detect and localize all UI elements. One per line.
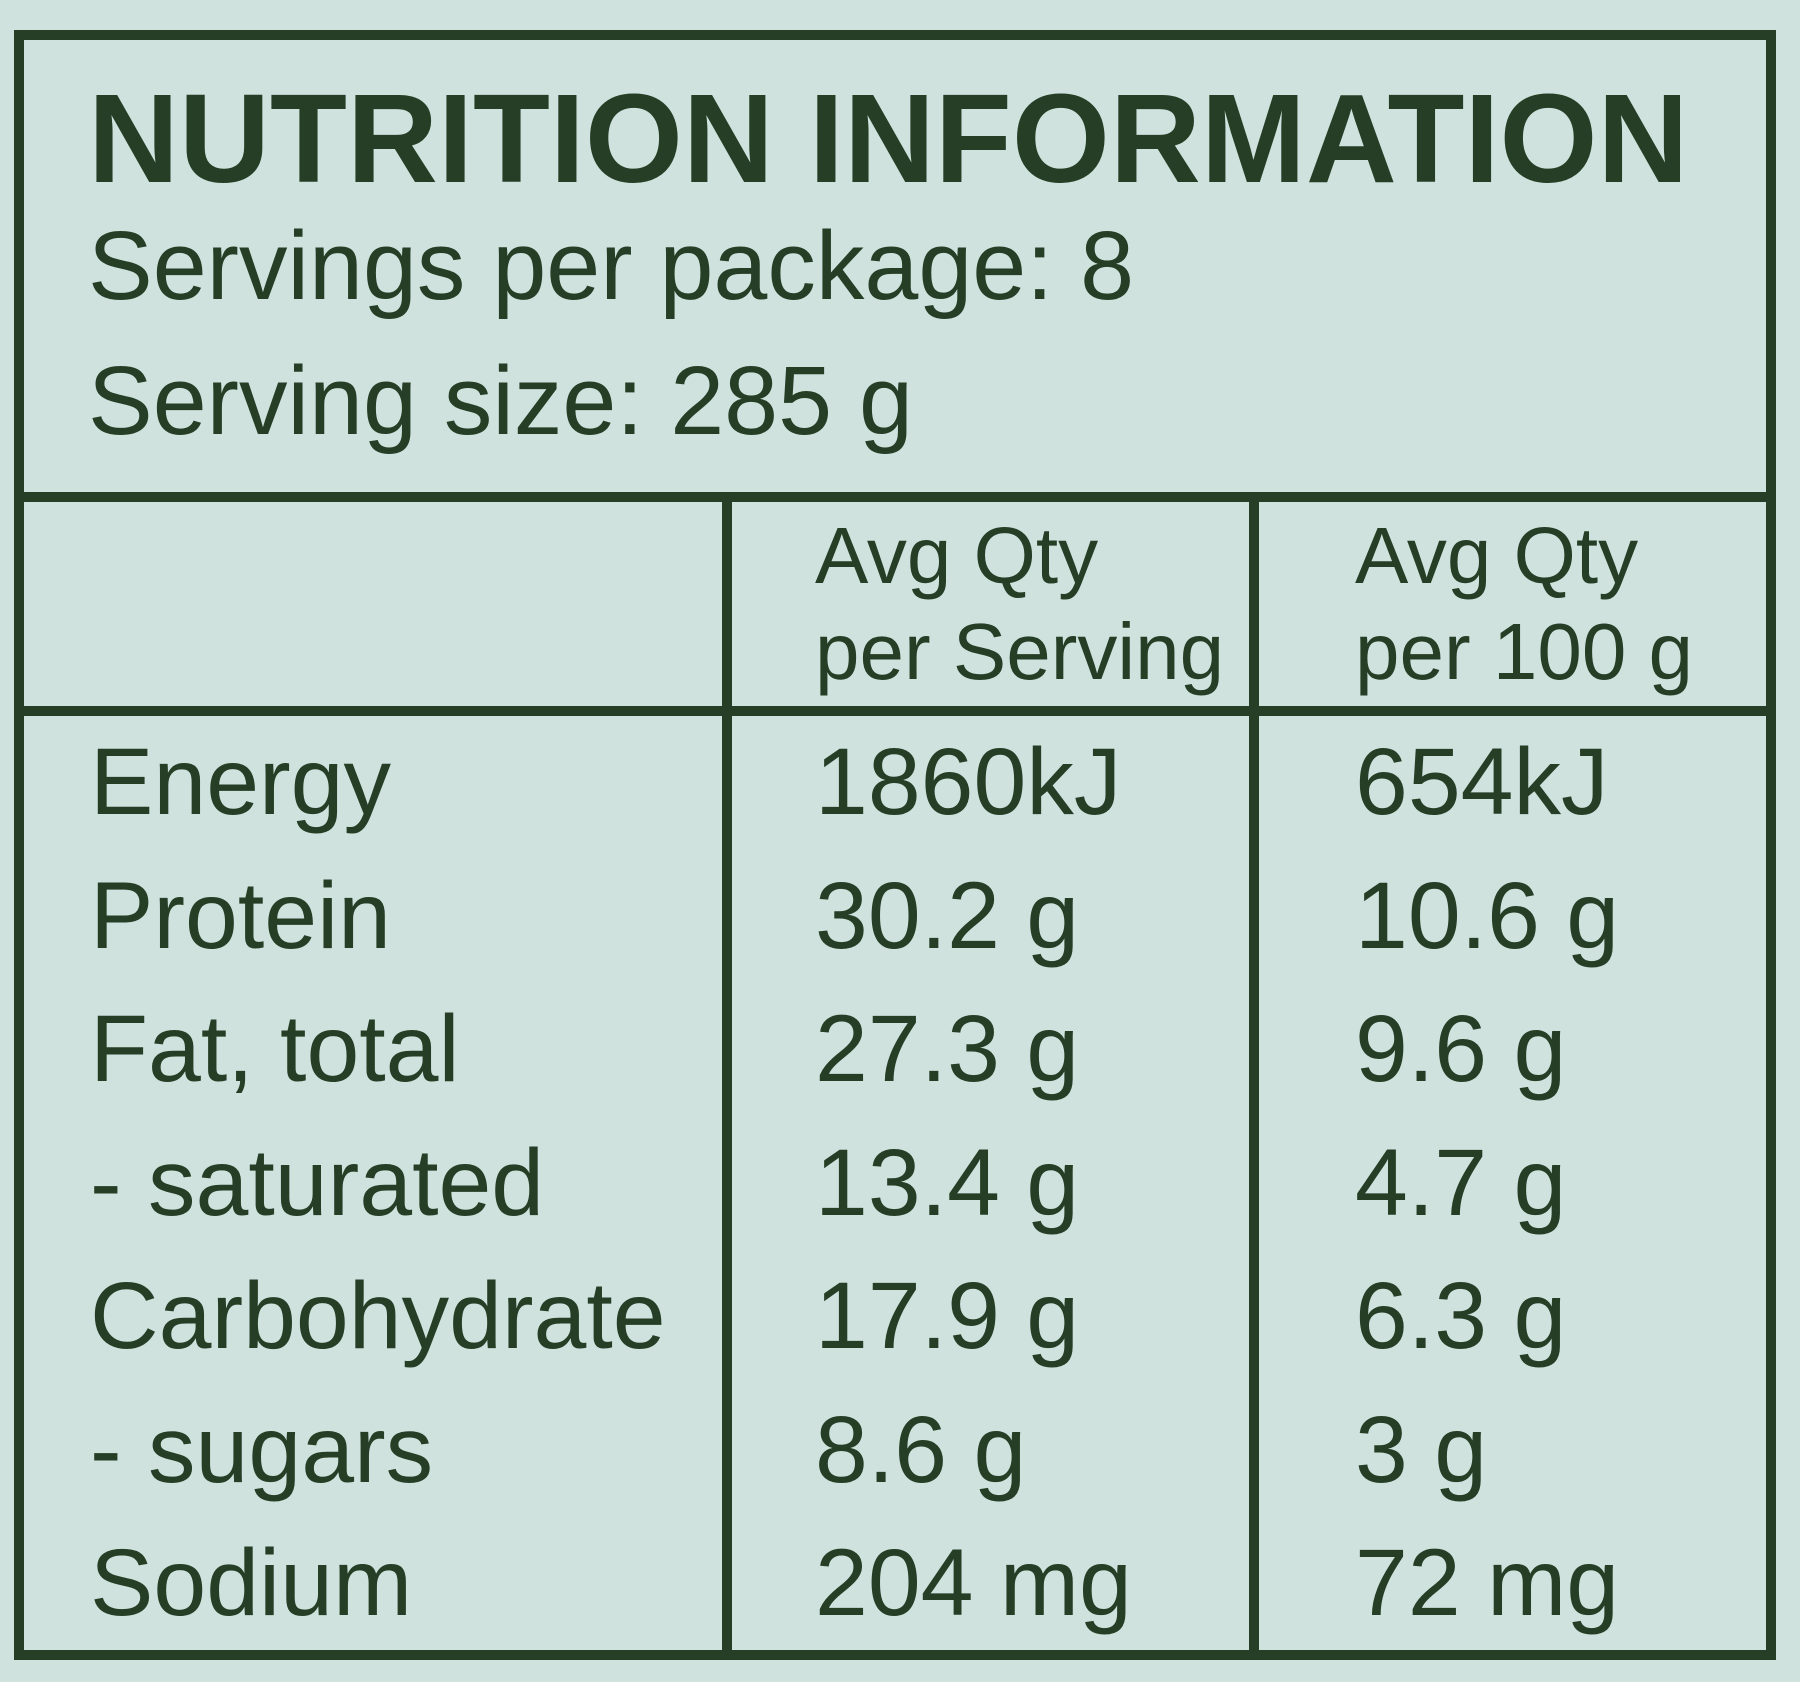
nutrient-name: Energy — [90, 729, 392, 836]
header-per-serving-column: Avg Qty per Serving — [722, 502, 1249, 706]
per-100g-value: 654kJ — [1249, 716, 1766, 850]
header-per-serving-line2: per Serving — [815, 607, 1225, 696]
per-serving-value: 30.2 g — [722, 849, 1249, 983]
per-100g-value: 72 mg — [1249, 1516, 1766, 1650]
per-serving-value: 17.9 g — [722, 1249, 1249, 1384]
nutrient-name: Carbohydrate — [90, 1263, 666, 1370]
nutrient-name: Protein — [90, 862, 392, 969]
header-nutrient-column — [24, 502, 722, 706]
table-row: Sodium 204 mg 72 mg — [24, 1516, 1766, 1650]
label-frame: NUTRITION INFORMATION Servings per packa… — [14, 30, 1776, 1660]
serving-size-line: Serving size: 285 g — [88, 346, 913, 455]
nutrient-name: - sugars — [90, 1396, 434, 1503]
per-100g-value: 10.6 g — [1249, 849, 1766, 983]
per-serving-value: 204 mg — [722, 1516, 1249, 1650]
nutrient-name: Fat, total — [90, 996, 460, 1103]
label-title: NUTRITION INFORMATION — [88, 68, 1689, 209]
nutrient-name: - saturated — [90, 1129, 545, 1236]
nutrient-name: Sodium — [90, 1529, 413, 1636]
per-serving-value: 1860kJ — [722, 716, 1249, 850]
per-100g-value: 6.3 g — [1249, 1249, 1766, 1384]
table-row: Protein 30.2 g 10.6 g — [24, 849, 1766, 983]
header-per-100g-line2: per 100 g — [1355, 607, 1694, 696]
table-header-row: Avg Qty per Serving Avg Qty per 100 g — [24, 502, 1766, 716]
table-row: Fat, total 27.3 g 9.6 g — [24, 982, 1766, 1117]
per-100g-value: 4.7 g — [1249, 1116, 1766, 1250]
header-per-100g-column: Avg Qty per 100 g — [1249, 502, 1766, 706]
nutrition-table: Avg Qty per Serving Avg Qty per 100 g En… — [24, 492, 1766, 1650]
table-row: Carbohydrate 17.9 g 6.3 g — [24, 1249, 1766, 1384]
per-serving-value: 8.6 g — [722, 1383, 1249, 1517]
per-serving-value: 27.3 g — [722, 982, 1249, 1117]
per-100g-value: 3 g — [1249, 1383, 1766, 1517]
servings-per-package-line: Servings per package: 8 — [88, 211, 1135, 320]
table-row: Energy 1860kJ 654kJ — [24, 716, 1766, 850]
per-100g-value: 9.6 g — [1249, 982, 1766, 1117]
table-row: - saturated 13.4 g 4.7 g — [24, 1116, 1766, 1250]
header-per-100g-line1: Avg Qty — [1355, 511, 1639, 600]
per-serving-value: 13.4 g — [722, 1116, 1249, 1250]
table-body: Energy 1860kJ 654kJ Protein 30.2 g 10.6 g Fat,… — [24, 716, 1766, 1650]
header-per-serving-line1: Avg Qty — [815, 511, 1099, 600]
